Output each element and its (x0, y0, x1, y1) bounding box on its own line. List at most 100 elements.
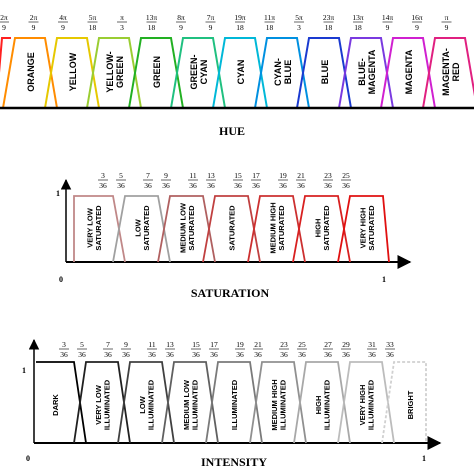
intensity-tick-denominator: 36 (210, 350, 218, 359)
hue-tick-7: 7π9 (205, 13, 216, 32)
saturation-tick-numerator: 5 (119, 171, 123, 180)
saturation-axis-zero: 0 (59, 275, 63, 284)
saturation-tick-numerator: 25 (342, 171, 350, 180)
hue-set-blue: BLUE (296, 37, 352, 109)
intensity-tick-denominator: 36 (60, 350, 68, 359)
intensity-tick-numerator: 17 (210, 340, 218, 349)
saturation-tick-1: 536 (116, 171, 126, 190)
hue-set-cyan-blue: CYAN-BLUE (254, 37, 310, 109)
saturation-set-label: MEDIUM HIGHSATURATED (268, 202, 286, 253)
intensity-tick-denominator: 36 (298, 350, 306, 359)
saturation-set-label: SATURATED (228, 205, 237, 251)
saturation-set-label: MEDIUM LOWSATURATED (178, 202, 196, 253)
saturation-title: SATURATION (191, 286, 270, 300)
intensity-tick-numerator: 15 (192, 340, 200, 349)
hue-tick-numerator: 16π (411, 13, 423, 22)
hue-title: HUE (219, 124, 245, 138)
hue-membership-sets: ORANGE YELLOW YELLOW-GREEN GREEN GREEN-CYAN C… (0, 37, 474, 109)
saturation-set-label: VERY HIGHSATURATED (358, 205, 376, 251)
hue-tick-denominator: 3 (297, 23, 301, 32)
intensity-tick-numerator: 33 (386, 340, 394, 349)
intensity-tick-denominator: 36 (148, 350, 156, 359)
saturation-tick-numerator: 21 (297, 171, 305, 180)
saturation-set-trapezoid (337, 195, 390, 263)
saturation-tick-denominator: 36 (297, 181, 305, 190)
intensity-tick-denominator: 36 (254, 350, 262, 359)
hue-set-red-edge (0, 37, 11, 74)
hue-tick-numerator: 5π (295, 13, 303, 22)
saturation-tick-denominator: 36 (99, 181, 107, 190)
intensity-tick-numerator: 29 (342, 340, 350, 349)
hue-set-label: ORANGE (26, 52, 36, 92)
hue-set-label: YELLOW (68, 52, 78, 91)
saturation-tick-denominator: 36 (207, 181, 215, 190)
intensity-tick-numerator: 11 (148, 340, 155, 349)
hue-tick-denominator: 18 (236, 23, 244, 32)
hue-panel: 2π92π94π95π18π313π188π97π919π1811π185π32… (0, 13, 474, 138)
intensity-tick-denominator: 36 (236, 350, 244, 359)
intensity-tick-labels: 3365367369361136133615361736193621362336… (59, 340, 395, 359)
intensity-set-6: HIGHILLUMINATED (293, 361, 351, 444)
hue-set-label: CYAN-BLUE (273, 58, 293, 86)
saturation-tick-numerator: 7 (146, 171, 150, 180)
saturation-tick-numerator: 19 (279, 171, 287, 180)
intensity-tick-denominator: 36 (324, 350, 332, 359)
saturation-tick-numerator: 13 (207, 171, 215, 180)
hue-set-label: BLUE-MAGENTA (357, 49, 377, 94)
intensity-set-label: VERY HIGHILLUMINATED (358, 379, 376, 430)
hue-tick-numerator: 2π (0, 13, 8, 22)
intensity-tick-numerator: 25 (298, 340, 306, 349)
hue-tick-denominator: 18 (148, 23, 156, 32)
intensity-set-label: VERY LOWILLUMINATED (94, 379, 112, 430)
intensity-membership-sets: DARK VERY LOWILLUMINATED LOWILLUMINATED MED… (36, 361, 427, 444)
intensity-set-label: HIGHILLUMINATED (314, 379, 332, 430)
intensity-tick-numerator: 13 (166, 340, 174, 349)
saturation-tick-denominator: 36 (162, 181, 170, 190)
saturation-set-4: MEDIUM HIGHSATURATED (247, 195, 306, 263)
intensity-tick-denominator: 36 (166, 350, 174, 359)
intensity-tick-denominator: 36 (386, 350, 394, 359)
saturation-set-3: SATURATED (202, 195, 261, 263)
hue-tick-denominator: 9 (179, 23, 183, 32)
hue-tick-numerator: 13π (352, 13, 364, 22)
hue-tick-numerator: 8π (177, 13, 185, 22)
intensity-title: INTENSITY (201, 455, 267, 469)
intensity-set-label: MEDIUM LOWILLUMINATED (182, 379, 200, 430)
intensity-set-label: LOWILLUMINATED (138, 379, 156, 430)
saturation-set-label: VERY LOWSATURATED (85, 205, 103, 251)
saturation-tick-denominator: 36 (189, 181, 197, 190)
saturation-tick-denominator: 36 (342, 181, 350, 190)
intensity-tick-denominator: 36 (192, 350, 200, 359)
hue-tick-denominator: 9 (445, 23, 449, 32)
hue-set-trapezoid (422, 37, 474, 109)
saturation-set-6: VERY HIGHSATURATED (337, 195, 390, 263)
saturation-membership-sets: VERY LOWSATURATED LOWSATURATED MEDIUM LOWS… (73, 195, 390, 263)
hue-set-yellow: YELLOW (44, 37, 100, 109)
saturation-tick-2: 736 (143, 171, 153, 190)
hue-tick-denominator: 18 (266, 23, 274, 32)
intensity-set-4: ILLUMINATED (205, 361, 263, 444)
saturation-set-label: HIGHSATURATED (313, 205, 331, 251)
hue-tick-numerator: 13π (146, 13, 158, 22)
hue-tick-denominator: 18 (89, 23, 97, 32)
intensity-tick-2: 736 (103, 340, 113, 359)
intensity-tick-numerator: 3 (62, 340, 66, 349)
intensity-set-7: VERY HIGHILLUMINATED (337, 361, 395, 444)
saturation-tick-numerator: 15 (234, 171, 242, 180)
intensity-tick-numerator: 27 (324, 340, 332, 349)
